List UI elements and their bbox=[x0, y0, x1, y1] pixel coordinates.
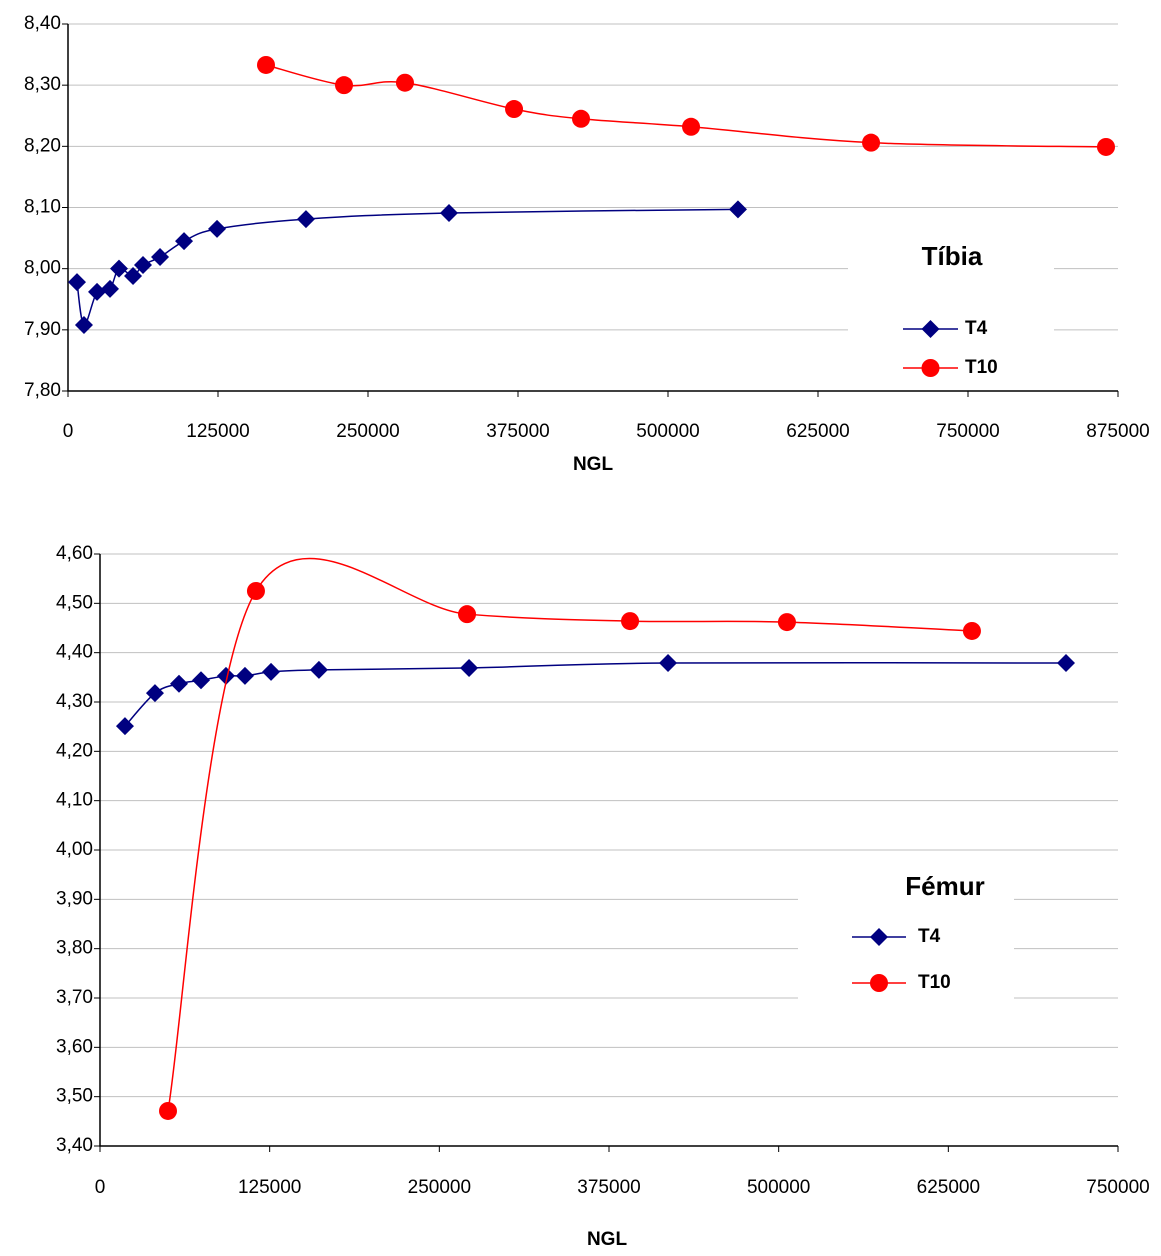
data-point bbox=[262, 662, 281, 681]
y-tick-label: 3,70 bbox=[56, 987, 93, 1008]
legend-marker bbox=[921, 359, 940, 377]
series-line bbox=[167, 557, 972, 1112]
x-tick-label: 375000 bbox=[577, 1177, 640, 1198]
legend-box bbox=[798, 862, 1014, 1002]
x-tick-label: 625000 bbox=[786, 421, 849, 442]
y-tick-label: 8,40 bbox=[24, 13, 61, 34]
data-point bbox=[169, 674, 188, 693]
y-tick-label: 3,50 bbox=[56, 1086, 93, 1107]
data-point bbox=[216, 666, 235, 685]
y-tick-label: 3,80 bbox=[56, 938, 93, 959]
data-point bbox=[395, 73, 414, 92]
legend-title: Fémur bbox=[905, 871, 984, 901]
y-tick-label: 3,40 bbox=[56, 1135, 93, 1156]
y-tick-label: 8,10 bbox=[24, 197, 61, 218]
y-tick-label: 4,00 bbox=[56, 839, 93, 860]
y-tick-label: 7,90 bbox=[24, 319, 61, 340]
data-point bbox=[1097, 137, 1115, 156]
data-point bbox=[659, 654, 678, 673]
x-tick-label: 875000 bbox=[1086, 421, 1149, 442]
data-point bbox=[74, 315, 93, 334]
y-tick-label: 4,50 bbox=[56, 592, 93, 613]
legend-marker bbox=[921, 320, 940, 338]
y-tick-label: 8,30 bbox=[24, 74, 61, 95]
data-point bbox=[124, 267, 143, 286]
data-point bbox=[246, 582, 265, 600]
data-point bbox=[862, 133, 881, 152]
y-tick-label: 4,60 bbox=[56, 543, 93, 564]
axes bbox=[67, 24, 1118, 392]
data-point bbox=[110, 259, 128, 278]
data-point bbox=[728, 200, 747, 219]
series-line bbox=[76, 208, 738, 326]
axes bbox=[99, 554, 1118, 1147]
x-tick-label: 0 bbox=[95, 1177, 106, 1198]
y-tick-label: 7,80 bbox=[24, 380, 61, 401]
legend-title: Tíbia bbox=[922, 241, 983, 271]
legend-label: T4 bbox=[918, 926, 941, 947]
y-tick-label: 4,10 bbox=[56, 790, 93, 811]
data-point bbox=[101, 279, 119, 298]
x-axis-label: NGL bbox=[573, 454, 614, 475]
data-point bbox=[440, 204, 458, 223]
data-point bbox=[962, 621, 981, 640]
x-tick-label: 250000 bbox=[336, 421, 399, 442]
y-tick-label: 3,60 bbox=[56, 1036, 93, 1057]
legend-marker bbox=[870, 974, 888, 992]
data-point bbox=[208, 219, 227, 238]
data-point bbox=[460, 658, 479, 677]
x-tick-label: 0 bbox=[63, 421, 74, 442]
data-point bbox=[309, 660, 328, 679]
x-axis-label: NGL bbox=[587, 1229, 628, 1250]
x-tick-label: 750000 bbox=[1086, 1177, 1149, 1198]
data-point bbox=[572, 109, 590, 128]
legend-label: T10 bbox=[918, 972, 951, 993]
x-tick-label: 625000 bbox=[917, 1177, 980, 1198]
x-tick-label: 250000 bbox=[408, 1177, 471, 1198]
y-tick-label: 3,90 bbox=[56, 888, 93, 909]
x-tick-label: 750000 bbox=[936, 421, 999, 442]
data-point bbox=[296, 210, 315, 229]
data-point bbox=[134, 255, 152, 274]
data-point bbox=[68, 273, 86, 292]
data-point bbox=[505, 100, 524, 119]
x-tick-label: 125000 bbox=[186, 421, 249, 442]
data-point bbox=[88, 282, 107, 301]
data-point bbox=[145, 684, 164, 703]
x-tick-label: 500000 bbox=[636, 421, 699, 442]
data-point bbox=[175, 232, 194, 251]
data-point bbox=[159, 1101, 178, 1120]
series-line bbox=[265, 64, 1107, 148]
y-tick-label: 4,20 bbox=[56, 740, 93, 761]
data-point bbox=[257, 55, 275, 74]
data-point bbox=[621, 612, 640, 631]
data-point bbox=[235, 666, 254, 685]
x-tick-label: 375000 bbox=[486, 421, 549, 442]
legend-label: T10 bbox=[965, 357, 998, 378]
y-tick-label: 8,20 bbox=[24, 135, 61, 156]
data-point bbox=[458, 605, 477, 624]
data-point bbox=[1057, 654, 1076, 673]
data-point bbox=[115, 717, 134, 736]
y-tick-label: 8,00 bbox=[24, 258, 61, 279]
x-tick-label: 125000 bbox=[238, 1177, 301, 1198]
data-point bbox=[682, 117, 701, 136]
legend-label: T4 bbox=[965, 318, 988, 339]
legend-marker bbox=[870, 928, 888, 946]
y-tick-label: 4,30 bbox=[56, 691, 93, 712]
data-point bbox=[151, 248, 170, 267]
y-tick-label: 4,40 bbox=[56, 642, 93, 663]
data-point bbox=[777, 613, 796, 632]
x-tick-label: 500000 bbox=[747, 1177, 810, 1198]
legend-box bbox=[848, 232, 1054, 388]
data-point bbox=[335, 76, 353, 95]
data-point bbox=[191, 671, 210, 690]
